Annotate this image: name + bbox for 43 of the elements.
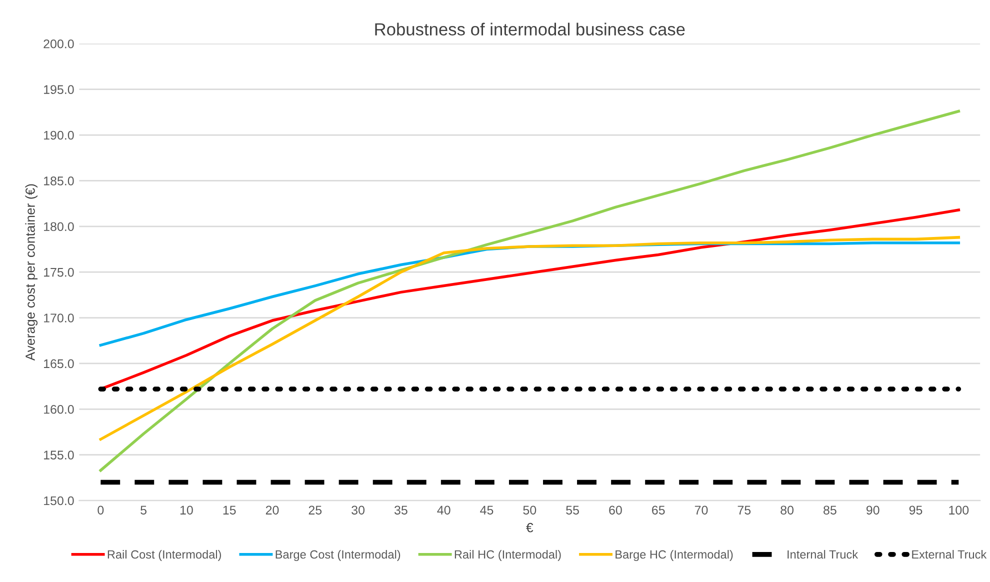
legend-label: Barge Cost (Intermodal) (276, 550, 400, 561)
x-tick-label: 15 (223, 506, 236, 515)
y-tick-label: 160.0 (44, 404, 74, 414)
x-tick-label: 45 (480, 506, 494, 515)
y-tick-label: 170.0 (44, 314, 74, 322)
y-axis-title: Average cost per container (€) (25, 184, 38, 361)
y-tick-label: 190.0 (44, 130, 74, 140)
line-series (99, 236, 960, 441)
y-tick-label: 150.0 (44, 496, 74, 506)
x-tick-label: 40 (437, 506, 450, 515)
x-tick-label: 55 (566, 506, 579, 515)
x-tick-label: 10 (180, 506, 193, 515)
y-tick-label: 180.0 (44, 222, 74, 232)
x-tick-label: 70 (694, 506, 708, 515)
x-tick-label: 35 (394, 506, 408, 515)
x-tick-label: 65 (652, 506, 665, 515)
x-tick-label: 30 (352, 506, 365, 515)
y-tick-label: 200.0 (44, 39, 74, 48)
y-tick-label: 185.0 (44, 176, 74, 186)
x-tick-label: 0 (98, 506, 104, 515)
x-tick-label: 85 (824, 506, 836, 515)
legend-label: Barge HC (Intermodal) (616, 550, 733, 561)
x-tick-label: 75 (738, 506, 751, 515)
x-tick-label: 95 (909, 506, 922, 515)
x-tick-label: 20 (266, 506, 279, 515)
x-tick-label: 60 (609, 506, 622, 515)
x-tick-label: 100 (949, 506, 969, 515)
legend-label: Rail Cost (Intermodal) (108, 550, 221, 561)
x-tick-label: 50 (523, 506, 536, 515)
line-series (99, 110, 960, 472)
x-tick-label: 80 (780, 506, 794, 515)
chart-title: Robustness of intermodal business case (375, 22, 685, 36)
y-tick-label: 195.0 (44, 85, 74, 94)
legend-label: External Truck (912, 550, 987, 559)
x-tick-label: 90 (866, 506, 880, 515)
x-axis-title: € (526, 522, 534, 532)
y-tick-label: 165.0 (44, 359, 74, 368)
x-tick-label: 25 (308, 506, 322, 515)
y-tick-label: 155.0 (44, 450, 74, 460)
y-tick-label: 175.0 (44, 268, 74, 277)
x-tick-label: 5 (140, 506, 146, 515)
legend-label: Rail HC (Intermodal) (454, 550, 561, 561)
legend-label: Internal Truck (788, 550, 858, 559)
